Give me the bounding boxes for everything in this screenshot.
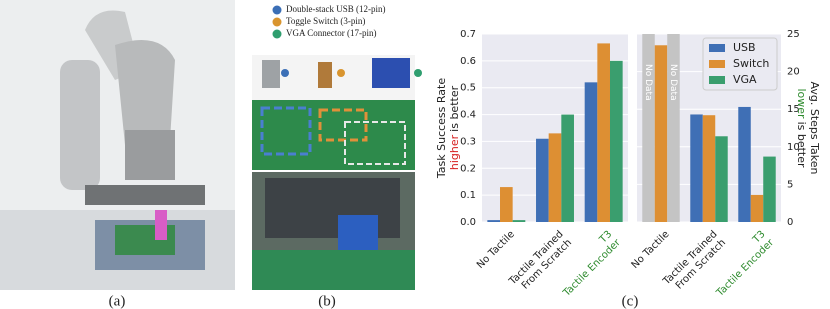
bar <box>512 220 526 222</box>
bar <box>715 136 728 222</box>
y-tick-label: 15 <box>787 104 800 115</box>
caption: (b) <box>318 293 336 309</box>
legend-label: Toggle Switch (3-pin) <box>286 16 365 26</box>
x-tick-label: No Tactile <box>630 229 672 271</box>
bar <box>597 43 610 223</box>
usb-part <box>262 60 280 88</box>
y-tick-label: 0 <box>787 217 793 228</box>
legend-label: VGA <box>733 73 757 86</box>
y-axis-label: Task Success Rate <box>435 78 448 179</box>
bar <box>654 45 668 222</box>
legend-swatch <box>709 44 725 52</box>
photo-connectors <box>252 55 415 290</box>
bar <box>702 115 716 222</box>
caption: (a) <box>109 293 126 309</box>
sensor <box>155 210 167 240</box>
gripper <box>125 130 175 180</box>
legend-swatch <box>709 60 725 68</box>
y-axis-note: higher is better <box>448 85 461 170</box>
y-tick-label: 0.6 <box>460 56 476 67</box>
legend-label: Double-stack USB (12-pin) <box>286 4 385 14</box>
gripper <box>85 185 205 205</box>
switch-part <box>318 62 332 88</box>
bar <box>536 138 549 222</box>
bar <box>500 187 513 222</box>
bar <box>548 133 562 222</box>
photo-board <box>252 100 415 170</box>
y-tick-label: 0.7 <box>460 29 476 40</box>
switch-outline <box>318 108 368 142</box>
bar <box>487 220 501 222</box>
x-tick-line: No Tactile <box>630 229 672 271</box>
legend-label: Switch <box>733 57 769 70</box>
y-tick-label: 0.5 <box>460 83 476 94</box>
legend-label: VGA Connector (17-pin) <box>286 28 376 38</box>
y-tick-label: 0.1 <box>460 190 476 201</box>
y-tick-label: 25 <box>787 29 800 40</box>
usb-outline <box>260 106 312 156</box>
robot-arm <box>115 40 175 145</box>
y-tick-label: 5 <box>787 179 793 190</box>
bar <box>690 114 703 222</box>
photo-robot <box>0 0 235 290</box>
part-dot <box>414 69 422 77</box>
legend-dot <box>272 29 282 39</box>
legend-dot <box>272 17 282 27</box>
connector <box>338 215 378 250</box>
caption: (c) <box>622 293 639 309</box>
y-tick-label: 0.0 <box>460 217 476 228</box>
part-dot <box>281 69 289 77</box>
gripper <box>265 178 400 238</box>
bar <box>561 114 574 222</box>
y-tick-label: 0.3 <box>460 136 476 147</box>
bar <box>584 82 598 222</box>
part-dot <box>337 69 345 77</box>
legend-label: USB <box>733 41 756 54</box>
no-data-bar <box>667 34 680 222</box>
bar <box>738 106 751 222</box>
no-data-label: No Data <box>643 64 653 101</box>
note-emphasis: lower <box>795 88 808 119</box>
y-tick-label: 20 <box>787 67 800 78</box>
legend-dot <box>272 5 282 15</box>
bar <box>609 60 623 222</box>
x-tick-label: No Tactile <box>475 229 517 271</box>
no-data-label: No Data <box>668 64 678 101</box>
robot-arm <box>60 60 100 190</box>
y-tick-label: 0.2 <box>460 163 476 174</box>
bar <box>750 194 764 222</box>
note-rest: is better <box>448 85 461 131</box>
x-tick-line: No Tactile <box>475 229 517 271</box>
circuit-board <box>252 250 415 290</box>
no-data-bar <box>642 34 655 222</box>
vga-outline <box>344 121 406 165</box>
y-axis-label: Avg. Steps Taken <box>808 82 821 175</box>
y-tick-label: 0.4 <box>460 110 476 121</box>
vga-part <box>372 58 410 88</box>
y-axis-note: lower is better <box>795 88 808 168</box>
y-tick-label: 10 <box>787 142 800 153</box>
note-emphasis: higher <box>448 134 461 170</box>
bar <box>763 156 776 222</box>
legend-swatch <box>709 76 725 84</box>
note-rest: is better <box>795 122 808 168</box>
